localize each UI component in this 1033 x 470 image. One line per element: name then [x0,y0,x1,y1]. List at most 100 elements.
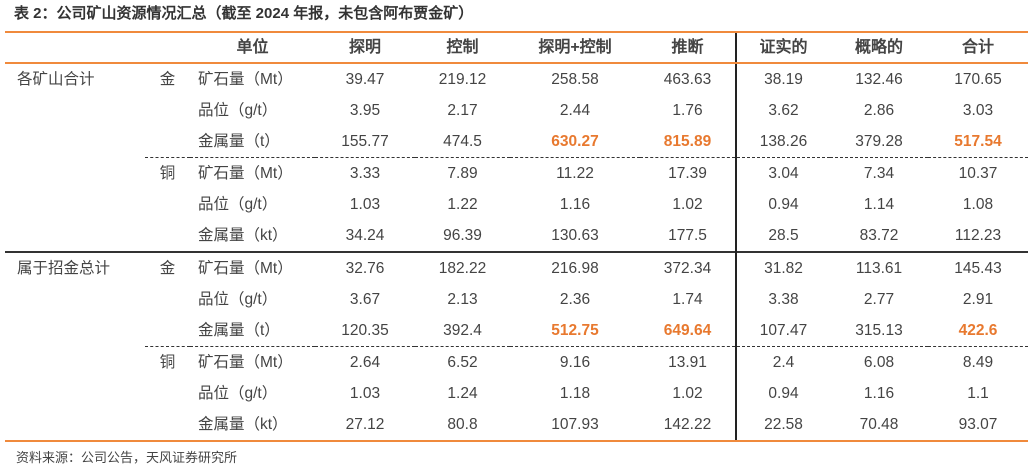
unit-cell: 矿石量（Mt） [190,157,315,189]
resource-table: 单位 探明 控制 探明+控制 推断 证实的 概略的 合计 各矿山合计金矿石量（Mt） 39.47… [5,31,1028,442]
unit-cell: 品位（g/t） [198,101,278,119]
metal-label [145,409,190,442]
metal-label [145,220,190,252]
metal-label [145,189,190,220]
table-row: 金属量（t） 120.35 392.4 512.75 649.64 107.47 315.1… [5,315,1028,347]
value-cell: 107.93 [510,409,640,442]
value-cell: 2.13 [447,290,478,308]
value-cell: 11.22 [510,157,640,189]
value-cell: 1.02 [672,195,703,213]
unit-cell: 矿石量（Mt） [190,251,315,284]
value-cell: 2.91 [962,290,994,308]
value-cell: 17.39 [640,157,736,189]
column-header: 合计 [928,31,1028,64]
value-cell: 3.03 [962,101,994,119]
value-cell: 177.5 [668,226,707,244]
value-cell: 3.67 [349,290,381,308]
table-row: 品位（g/t） 3.95 2.17 2.44 1.76 3.62 2.86 3.03 [5,95,1028,126]
value-cell: 142.22 [640,409,736,442]
table-row: 品位（g/t） 1.03 1.22 1.16 1.02 0.94 1.14 1.08 [5,189,1028,220]
table-row: 品位（g/t） 1.03 1.24 1.18 1.02 0.94 1.16 1.1 [5,378,1028,409]
unit-cell: 金属量（t） [198,132,280,150]
value-cell: 3.95 [349,101,381,119]
source-note: 资料来源：公司公告，天风证券研究所 [16,450,238,465]
unit-cell: 品位（g/t） [198,290,278,308]
value-cell: 315.13 [855,321,903,339]
value-cell: 1.16 [559,195,591,213]
value-cell: 1.02 [672,384,703,402]
group-label [5,158,145,190]
empty-header [145,31,190,64]
group-label [5,284,145,315]
value-cell: 7.89 [415,157,510,189]
unit-cell: 矿石量（Mt） [198,70,293,88]
group-label [5,189,145,220]
group-label [5,315,145,347]
value-cell: 815.89 [663,132,712,150]
table-row: 金属量（kt） 27.12 80.8 107.93 142.22 22.58 70.48 93… [5,409,1028,442]
column-header: 单位 [190,31,315,64]
value-cell: 83.72 [859,226,899,244]
value-cell: 1.22 [447,195,478,213]
value-cell: 6.08 [830,346,928,378]
group-label [5,347,145,379]
column-header: 探明 [315,31,415,64]
value-cell: 27.12 [315,409,415,442]
group-label: 各矿山合计 [17,70,95,88]
unit-cell: 金属量（kt） [190,409,315,442]
value-cell: 70.48 [830,409,928,442]
metal-label [145,284,190,315]
value-cell: 3.62 [735,95,830,126]
value-cell: 34.24 [345,226,385,244]
unit-cell: 品位（g/t） [198,195,278,213]
value-cell: 39.47 [345,70,385,88]
group-label [5,126,145,158]
table-row: 品位（g/t） 3.67 2.13 2.36 1.74 3.38 2.77 2.91 [5,284,1028,315]
metal-label [145,126,190,158]
value-cell: 10.37 [928,157,1028,189]
value-cell: 2.36 [559,290,591,308]
value-cell: 113.61 [830,251,928,284]
value-cell: 132.46 [855,70,903,88]
value-cell: 3.33 [315,157,415,189]
value-cell: 1.1 [967,384,989,402]
value-cell: 28.5 [735,220,830,252]
value-cell: 392.4 [443,321,482,339]
value-cell: 155.77 [341,132,389,150]
column-header: 推断 [640,31,736,64]
metal-label: 铜 [145,157,190,189]
table-row: 金属量（t） 155.77 474.5 630.27 815.89 138.26 379.2… [5,126,1028,158]
value-cell: 1.76 [672,101,703,119]
value-cell: 517.54 [954,132,1002,150]
table-row: 属于招金总计金矿石量（Mt） 32.76 182.22 216.98 372.34 31.… [5,251,1028,284]
group-label: 属于招金总计 [5,251,145,284]
metal-label [145,315,190,347]
value-cell: 630.27 [551,132,599,150]
value-cell: 1.08 [962,195,994,213]
group-label [5,220,145,252]
column-header: 探明+控制 [510,31,640,64]
value-cell: 258.58 [551,70,599,88]
value-cell: 112.23 [954,226,1002,244]
unit-cell: 矿石量（Mt） [190,346,315,378]
unit-cell: 金属量（kt） [198,226,288,244]
value-cell: 1.18 [559,384,591,402]
group-label [5,95,145,126]
value-cell: 474.5 [443,132,482,150]
value-cell: 96.39 [443,226,482,244]
value-cell: 0.94 [735,378,830,409]
table-title: 表 2：公司矿山资源情况汇总（截至 2024 年报，未包含阿布贾金矿） [14,5,474,22]
value-cell: 3.04 [735,157,830,189]
column-header: 控制 [415,31,510,64]
value-cell: 80.8 [415,409,510,442]
value-cell: 422.6 [958,321,998,339]
value-cell: 107.47 [735,315,830,347]
metal-label [145,95,190,126]
value-cell: 216.98 [510,251,640,284]
table-row: 铜矿石量（Mt） 2.64 6.52 9.16 13.91 2.4 6.08 8.49 [5,346,1028,379]
group-label [5,409,145,442]
value-cell: 379.28 [855,132,903,150]
value-cell: 649.64 [663,321,712,339]
value-cell: 32.76 [315,251,415,284]
